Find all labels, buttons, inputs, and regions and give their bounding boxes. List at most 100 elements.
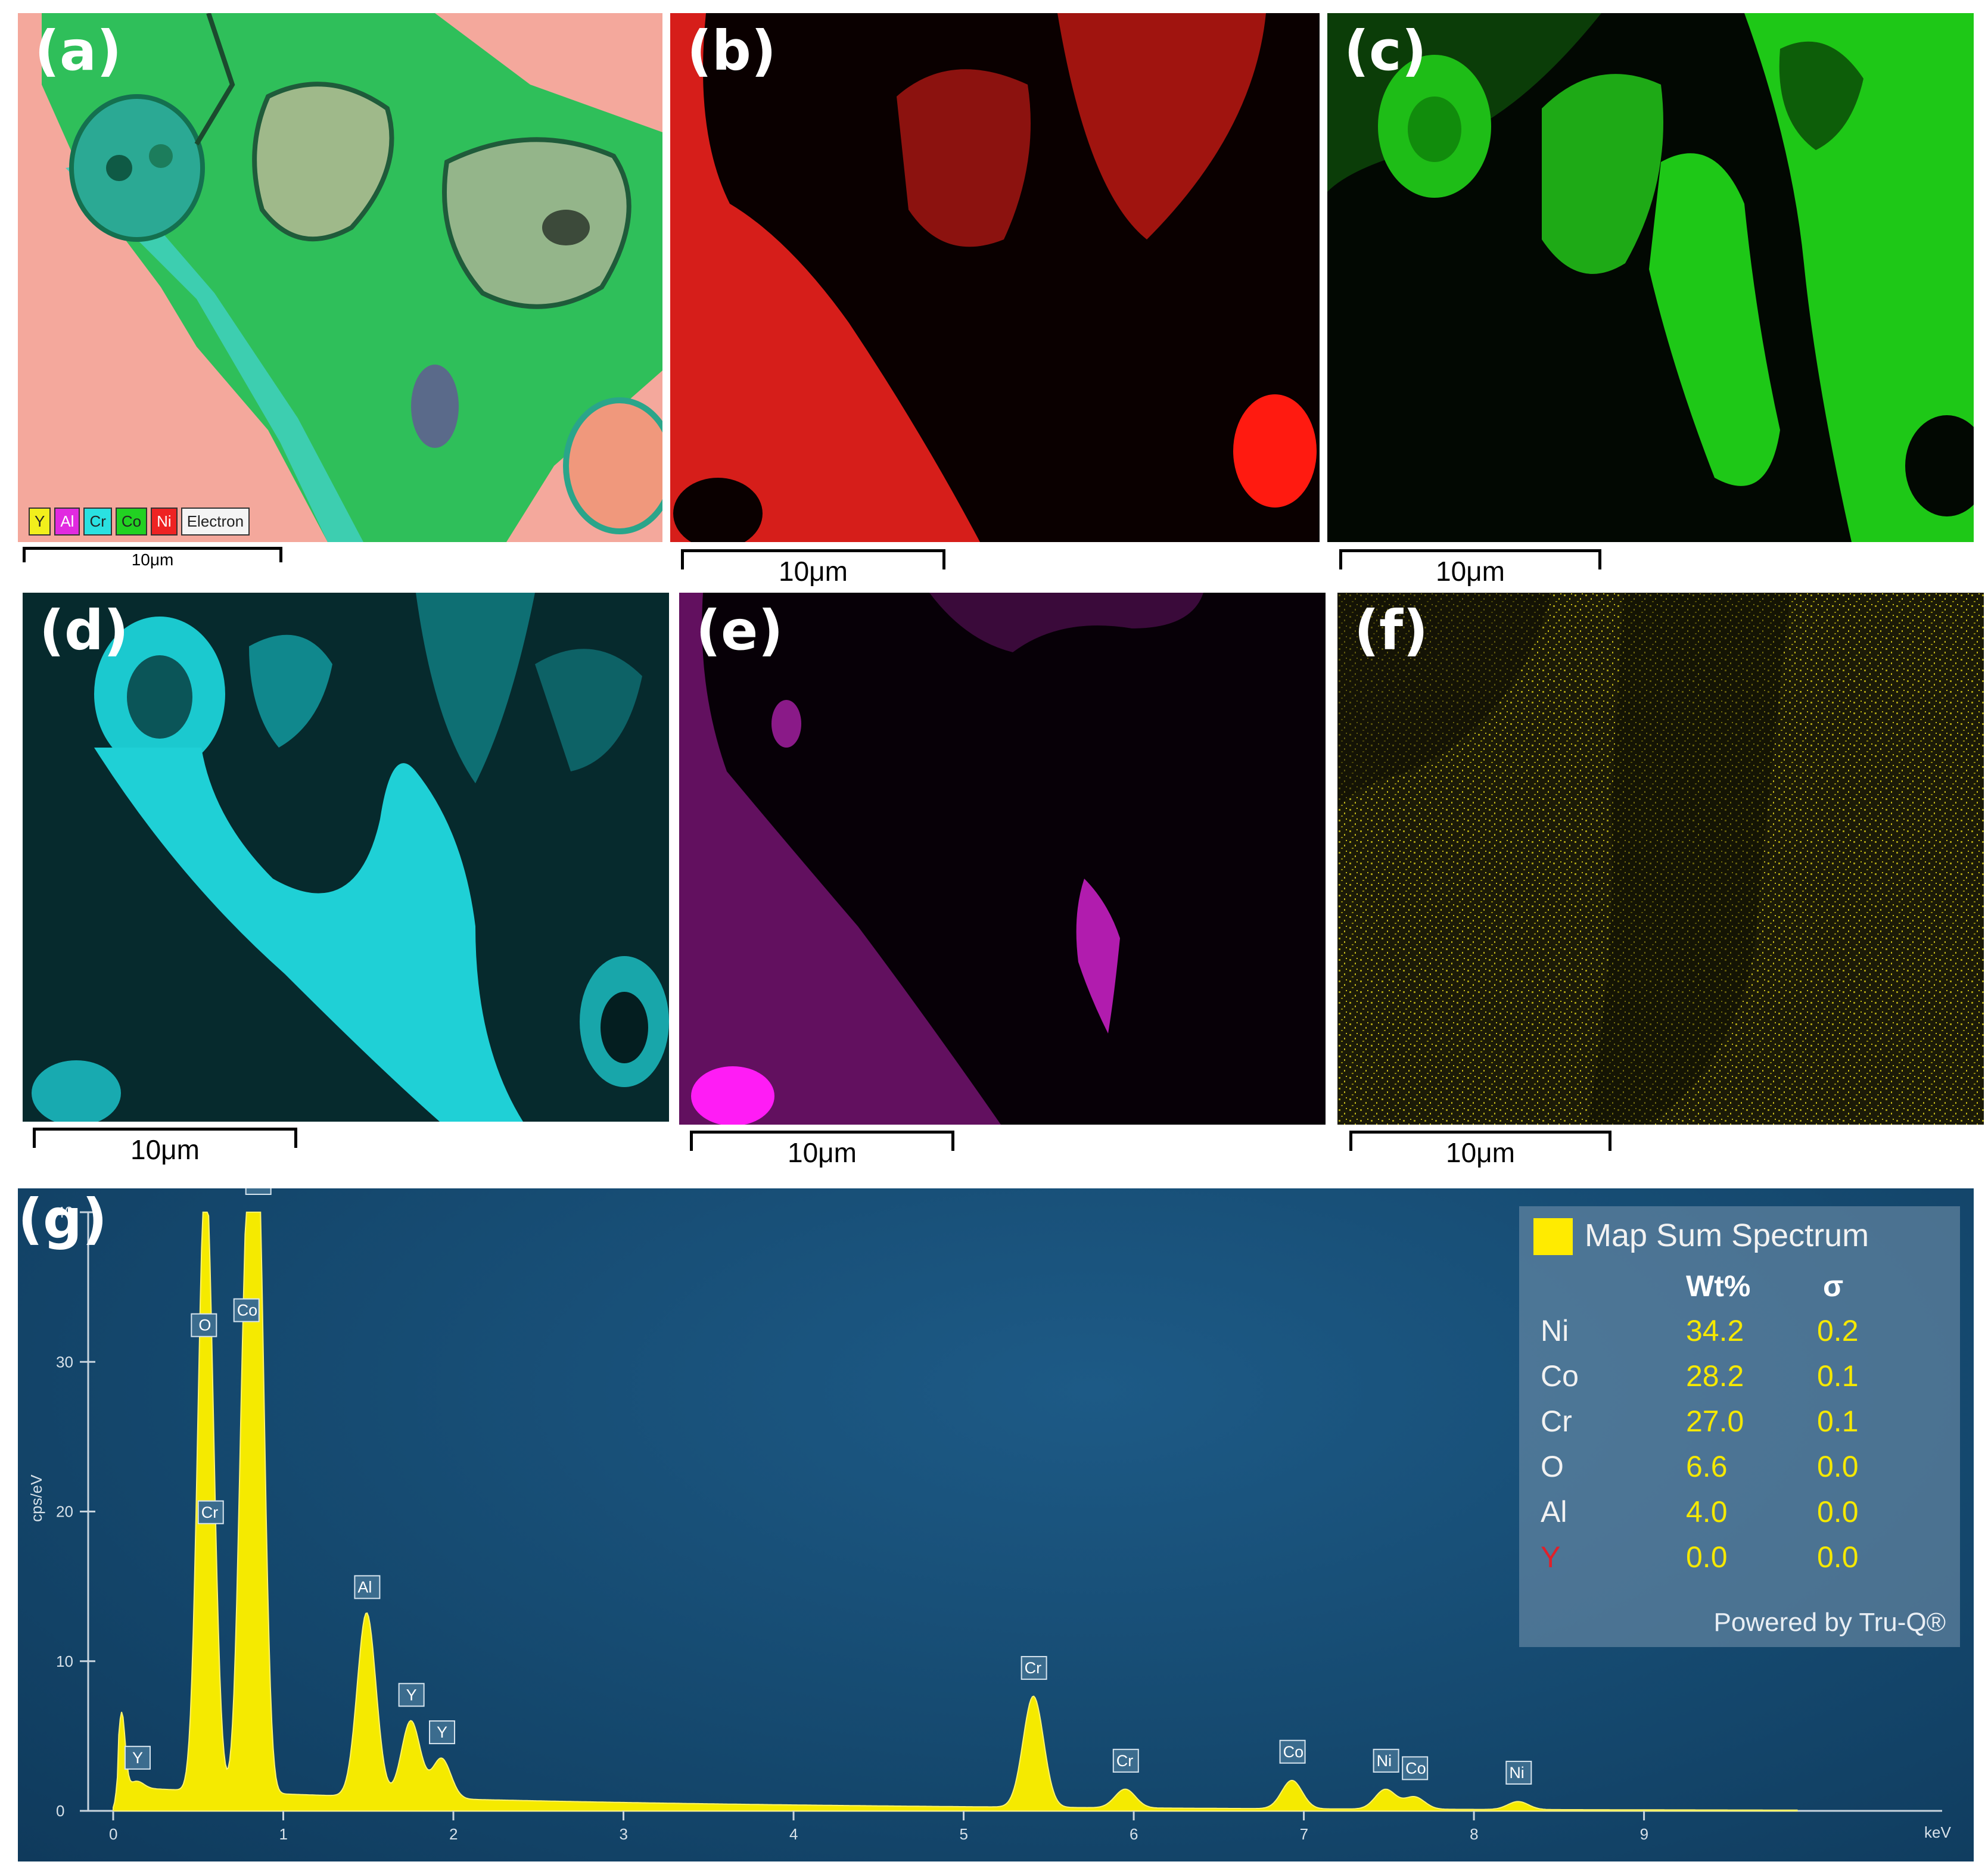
peak-label-ni: Ni (1373, 1748, 1399, 1773)
scalebar-f-label: 10μm (1446, 1137, 1515, 1168)
sigma-value: 0.1 (1817, 1405, 1859, 1438)
table-row: Al 4.0 0.0 (1519, 1495, 1960, 1540)
table-row: Cr 27.0 0.1 (1519, 1404, 1960, 1449)
element-name: Co (1541, 1359, 1579, 1393)
sigma-value: 0.2 (1817, 1314, 1859, 1347)
panel-d-cr-map: (d) (23, 593, 669, 1122)
legend-chip-co: Co (115, 508, 148, 536)
element-name: Cr (1541, 1405, 1572, 1438)
svg-text:Cr: Cr (1116, 1752, 1134, 1770)
x-tick-label: 7 (1300, 1825, 1308, 1843)
svg-text:Y: Y (437, 1723, 447, 1741)
table-row: Y 0.0 0.0 (1519, 1540, 1960, 1585)
scalebar-c-label: 10μm (1436, 556, 1505, 587)
x-tick-label: 3 (620, 1825, 628, 1843)
scalebar-c (1339, 549, 1601, 569)
svg-text:Al: Al (357, 1578, 372, 1596)
peak-label-ni: Ni (1505, 1760, 1532, 1785)
peak-label-co: Co (233, 1298, 260, 1322)
wt-value: 34.2 (1686, 1314, 1744, 1347)
y-tick-label: 40 (56, 1203, 73, 1221)
peak-label-o: O (191, 1313, 217, 1337)
svg-text:Co: Co (237, 1302, 258, 1319)
svg-text:Ni: Ni (1509, 1764, 1525, 1782)
scalebar-b (681, 549, 945, 569)
wt-value: 4.0 (1686, 1495, 1728, 1529)
x-tick-label: 9 (1640, 1825, 1648, 1843)
element-name: Y (1541, 1540, 1561, 1574)
panel-c-co-map: (c) (1327, 13, 1974, 542)
sigma-value: 0.1 (1817, 1359, 1859, 1393)
peak-label-co: Co (1402, 1756, 1429, 1780)
peak-label-ni: Ni (245, 1171, 272, 1195)
element-name: O (1541, 1450, 1564, 1483)
cr-map-image (32, 593, 669, 1122)
sigma-value: 0.0 (1817, 1540, 1859, 1574)
svg-text:Y: Y (406, 1686, 417, 1704)
powered-by-footer: Powered by Tru-Q® (1713, 1608, 1946, 1637)
co-map-image (1327, 13, 1974, 542)
table-row: Co 28.2 0.1 (1519, 1359, 1960, 1404)
svg-text:Co: Co (1283, 1743, 1304, 1761)
legend-chip-cr: Cr (83, 508, 112, 536)
wt-value: 28.2 (1686, 1359, 1744, 1393)
peak-label-y: Y (124, 1745, 151, 1770)
svg-text:Co: Co (1405, 1759, 1426, 1777)
panel-b-label: (b) (687, 19, 776, 83)
scalebar-e-label: 10μm (788, 1137, 857, 1168)
element-legend: Y Al Cr Co Ni Electron (29, 508, 250, 536)
x-tick-label: 5 (960, 1825, 968, 1843)
y-axis-label: cps/eV (27, 1474, 45, 1522)
wt-value: 27.0 (1686, 1405, 1744, 1438)
x-tick-label: 1 (279, 1825, 288, 1843)
element-name: Ni (1541, 1314, 1569, 1347)
table-row: Ni 34.2 0.2 (1519, 1313, 1960, 1359)
legend-chip-ni: Ni (151, 508, 178, 536)
spectrum-area (113, 1212, 1798, 1811)
scalebar-a (23, 547, 282, 562)
svg-text:Ni: Ni (1377, 1752, 1392, 1770)
legend-chip-al: Al (54, 508, 80, 536)
svg-text:Cr: Cr (1025, 1659, 1042, 1677)
scalebar-e (690, 1131, 954, 1151)
legend-chip-electron: Electron (181, 508, 250, 536)
al-map-image (691, 593, 1326, 1125)
col-header-wt: Wt% (1686, 1269, 1751, 1303)
y-tick-label: 0 (56, 1802, 64, 1820)
panel-e-al-map: (e) (679, 593, 1326, 1125)
x-tick-label: 2 (449, 1825, 458, 1843)
peak-label-al: Al (354, 1575, 381, 1599)
scalebar-b-label: 10μm (779, 556, 848, 587)
x-tick-label: 6 (1130, 1825, 1138, 1843)
axis-ticks: 0 1 2 3 4 5 6 7 8 9 0 10 20 30 40 (56, 1203, 1648, 1843)
panel-e-label: (e) (696, 599, 783, 662)
composition-table: Map Sum Spectrum Wt% σ Ni 34.2 0.2 Co 28… (1519, 1206, 1960, 1647)
element-name: Al (1541, 1495, 1567, 1529)
x-tick-label: 0 (109, 1825, 117, 1843)
wt-value: 0.0 (1686, 1540, 1728, 1574)
wt-value: 6.6 (1686, 1450, 1728, 1483)
panel-g-label: (g) (18, 1187, 107, 1251)
y-tick-label: 10 (56, 1652, 73, 1670)
legend-chip-y: Y (29, 508, 51, 536)
panel-f-y-map: (f) (1337, 593, 1984, 1125)
scalebar-a-label: 10μm (131, 550, 174, 569)
y-tick-label: 30 (56, 1353, 73, 1371)
peak-label-y: Y (398, 1683, 425, 1707)
peak-labels: Y O Cr Co Ni Al Y Y Cr Cr Co Ni Co Ni (124, 1171, 1532, 1785)
peak-label-cr: Cr (1021, 1656, 1047, 1680)
scalebar-d (33, 1128, 297, 1148)
y-tick-label: 20 (56, 1503, 73, 1521)
sigma-value: 0.0 (1817, 1495, 1859, 1529)
peak-label-cr: Cr (1112, 1748, 1139, 1773)
table-title: Map Sum Spectrum (1585, 1218, 1869, 1253)
x-tick-label: 8 (1470, 1825, 1478, 1843)
peak-label-y: Y (429, 1720, 456, 1745)
col-header-sigma: σ (1823, 1269, 1844, 1303)
panel-a-label: (a) (35, 19, 122, 83)
composite-map-image (42, 13, 662, 542)
spectrum-swatch (1533, 1218, 1573, 1255)
panel-b-ni-map: (b) (670, 13, 1320, 542)
panel-c-label: (c) (1344, 19, 1427, 83)
